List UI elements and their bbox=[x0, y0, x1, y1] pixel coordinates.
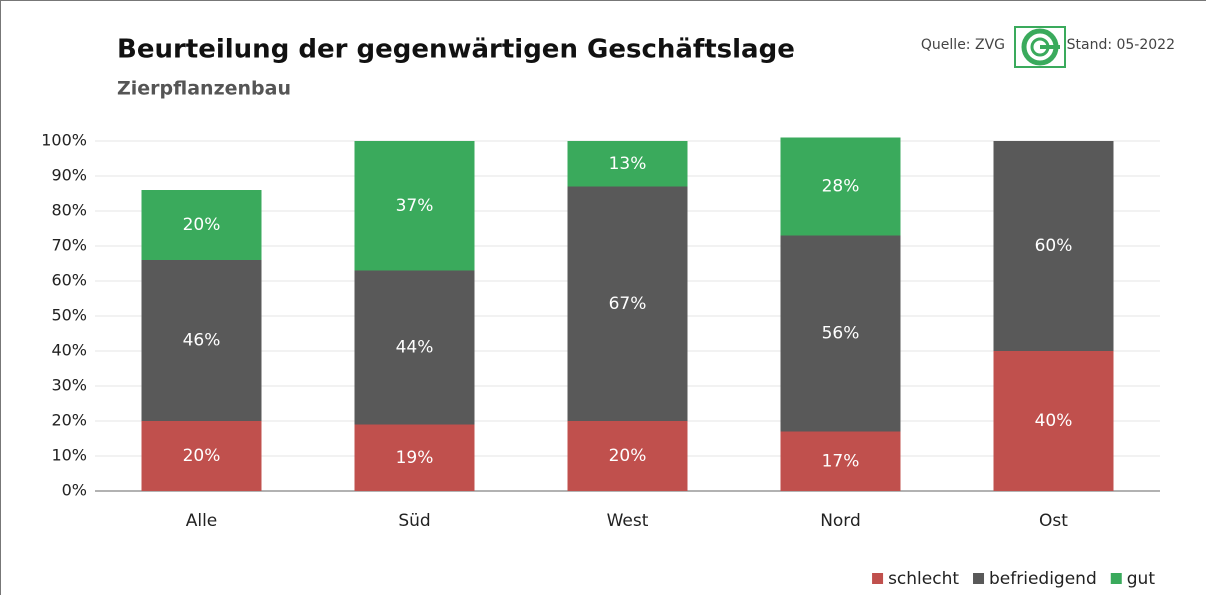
bar-segment bbox=[780, 137, 901, 236]
legend-label: befriedigend bbox=[989, 569, 1097, 589]
data-label: 19% bbox=[396, 448, 434, 468]
data-label: 37% bbox=[396, 196, 434, 216]
y-tick-label: 80% bbox=[51, 201, 87, 220]
x-tick-label: Süd bbox=[398, 511, 430, 531]
y-tick-label: 60% bbox=[51, 271, 87, 290]
data-label: 20% bbox=[183, 215, 221, 235]
x-tick-label: Alle bbox=[186, 511, 218, 531]
chart-subtitle: Zierpflanzenbau bbox=[117, 78, 291, 100]
legend-swatch bbox=[1110, 573, 1122, 584]
bar-segment bbox=[993, 351, 1114, 491]
data-label: 17% bbox=[822, 451, 860, 471]
bar-segment bbox=[141, 260, 262, 421]
logo bbox=[1014, 26, 1066, 68]
y-tick-label: 50% bbox=[51, 306, 87, 325]
bar-segment bbox=[354, 270, 475, 425]
bar-segment bbox=[567, 141, 688, 187]
data-label: 67% bbox=[609, 294, 647, 314]
data-label: 20% bbox=[609, 446, 647, 466]
x-tick-label: West bbox=[607, 511, 649, 531]
y-tick-label: 30% bbox=[51, 376, 87, 395]
legend-swatch bbox=[973, 573, 985, 584]
bar-segment bbox=[780, 235, 901, 432]
legend-swatch bbox=[872, 573, 884, 584]
bar-segment bbox=[141, 421, 262, 491]
bar-segment bbox=[354, 141, 475, 271]
data-label: 60% bbox=[1035, 236, 1073, 256]
bar-segment bbox=[780, 431, 901, 491]
x-tick-label: Nord bbox=[820, 511, 861, 531]
date: Stand: 05-2022 bbox=[1067, 37, 1175, 53]
y-tick-label: 90% bbox=[51, 166, 87, 185]
bar-segment bbox=[354, 424, 475, 491]
y-tick-label: 20% bbox=[51, 411, 87, 430]
y-tick-label: 100% bbox=[41, 131, 87, 150]
y-tick-label: 70% bbox=[51, 236, 87, 255]
bar-segment bbox=[141, 190, 262, 260]
data-label: 56% bbox=[822, 324, 860, 344]
bar-segment bbox=[993, 141, 1114, 351]
y-tick-label: 10% bbox=[51, 446, 87, 465]
x-tick-label: Ost bbox=[1039, 511, 1068, 531]
source: Quelle: ZVG bbox=[921, 37, 1005, 53]
data-label: 46% bbox=[183, 331, 221, 351]
legend-label: schlecht bbox=[888, 569, 959, 589]
y-tick-label: 0% bbox=[62, 481, 87, 500]
chart-title: Beurteilung der gegenwärtigen Geschäftsl… bbox=[117, 35, 795, 65]
data-label: 44% bbox=[396, 338, 434, 358]
bar-segment bbox=[567, 186, 688, 421]
data-label: 13% bbox=[609, 154, 647, 174]
legend-label: gut bbox=[1127, 569, 1156, 589]
bar-segment bbox=[567, 421, 688, 491]
data-label: 20% bbox=[183, 446, 221, 466]
data-label: 28% bbox=[822, 177, 860, 197]
y-tick-label: 40% bbox=[51, 341, 87, 360]
data-label: 40% bbox=[1035, 411, 1073, 431]
